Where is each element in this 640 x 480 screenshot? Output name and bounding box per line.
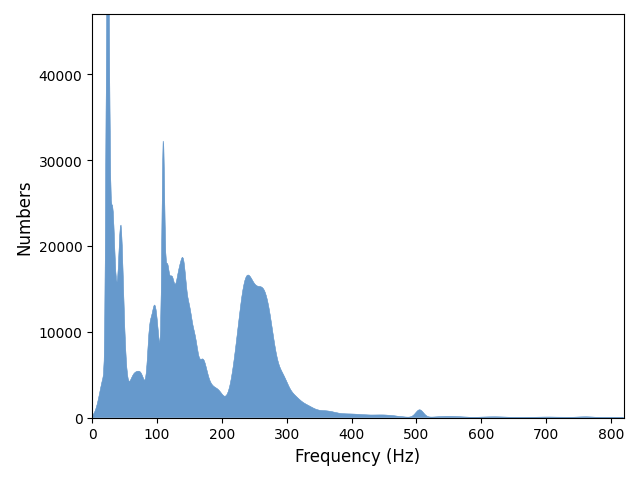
- Y-axis label: Numbers: Numbers: [15, 179, 33, 254]
- X-axis label: Frequency (Hz): Frequency (Hz): [296, 447, 420, 465]
